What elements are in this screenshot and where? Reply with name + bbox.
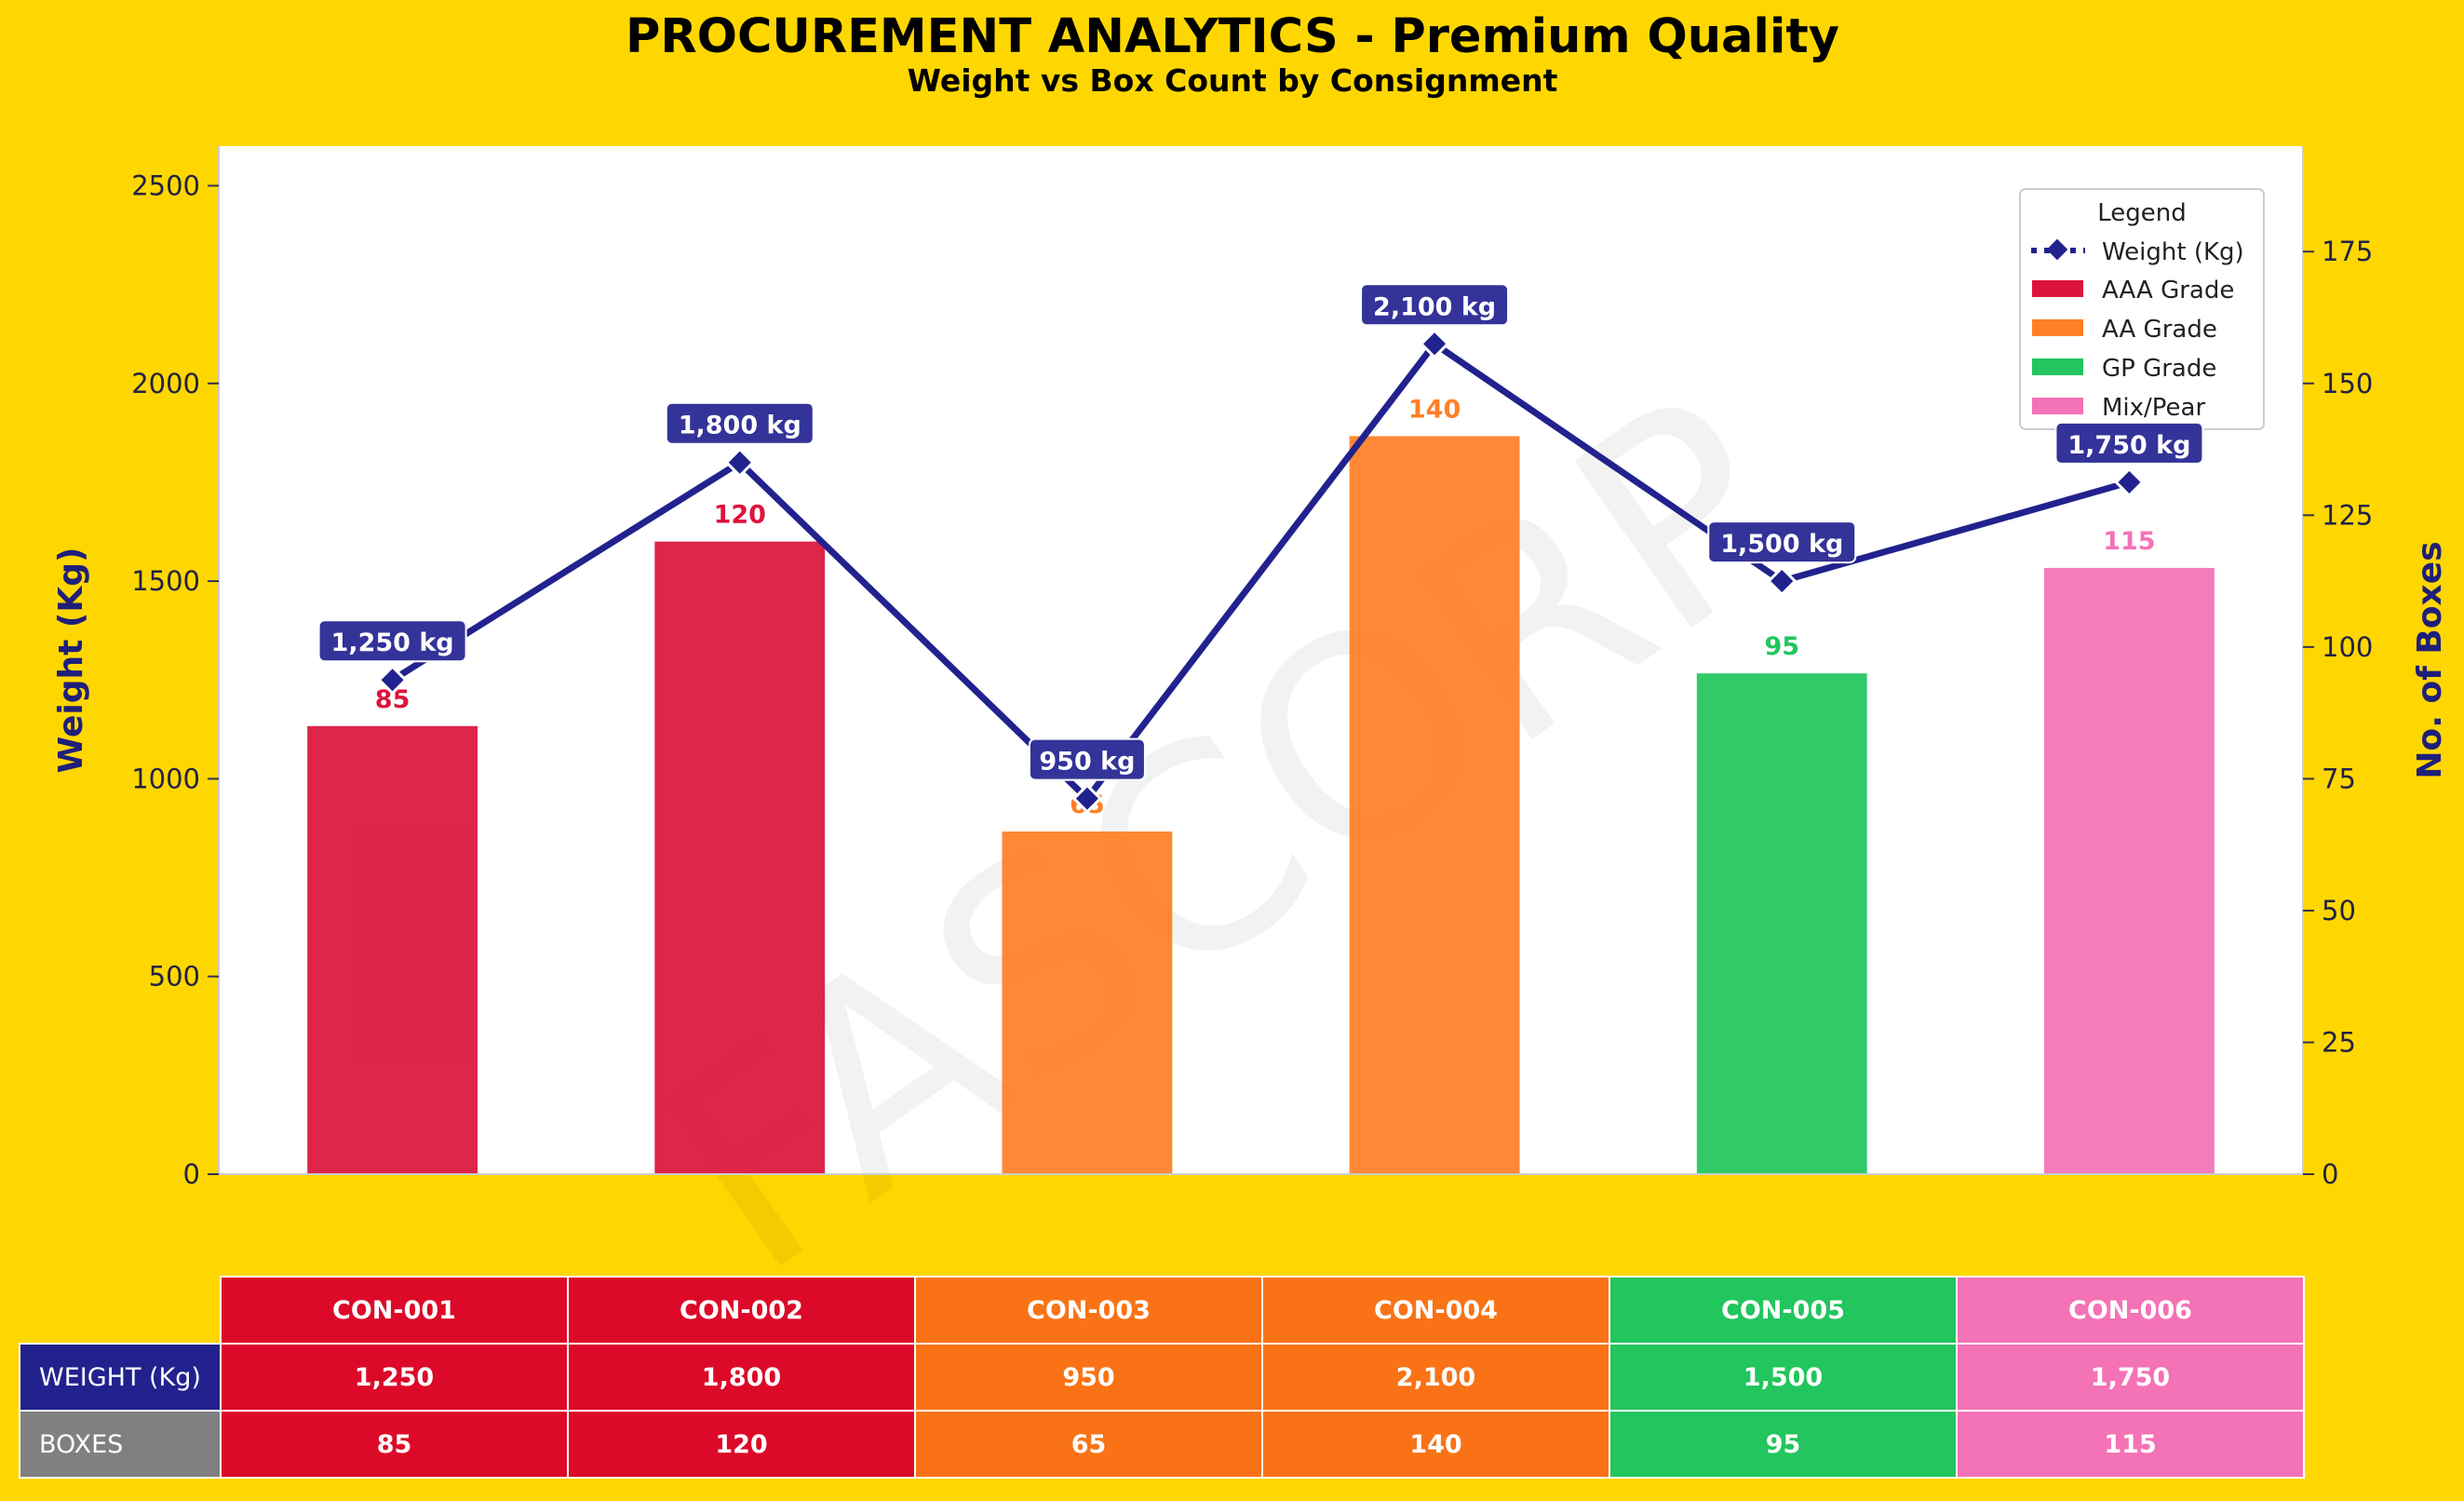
y-tick-label-right: 75 xyxy=(2322,763,2356,794)
bar xyxy=(307,725,478,1174)
legend-diamond-marker xyxy=(2046,238,2068,261)
table-cell: 2,100 xyxy=(1261,1343,1610,1412)
legend-swatch-mix xyxy=(2032,398,2083,414)
weight-point-diamond xyxy=(2114,467,2145,498)
weight-label-text: 1,250 kg xyxy=(331,629,454,657)
table-cell: 115 xyxy=(1956,1410,2305,1479)
legend-label-gp: GP Grade xyxy=(2102,355,2216,383)
table-header-cell: CON-003 xyxy=(914,1276,1263,1345)
bars-group xyxy=(307,436,2215,1174)
weight-label-box xyxy=(1707,521,1857,564)
weight-label-box xyxy=(1028,737,1146,781)
y-tick-label-left: 0 xyxy=(183,1158,200,1190)
weight-label-box xyxy=(665,401,815,445)
chart-subtitle: Weight vs Box Count by Consignment xyxy=(908,62,1558,99)
legend-swatch-aaa xyxy=(2032,280,2083,297)
y-tick-label-right: 150 xyxy=(2322,368,2373,399)
table-corner-cell xyxy=(20,1277,221,1344)
data-table: CON-001 CON-002 CON-003 CON-004 CON-005 … xyxy=(19,1276,2305,1479)
weight-point-diamond xyxy=(1071,783,1103,814)
bar xyxy=(2043,567,2215,1174)
weight-point-diamond xyxy=(1766,565,1798,597)
y-tick-label-right: 100 xyxy=(2322,631,2373,663)
table-header-cell: CON-004 xyxy=(1261,1276,1610,1345)
plot-area xyxy=(219,146,2303,1174)
legend-label-aaa: AAA Grade xyxy=(2102,277,2234,304)
weight-label-text: 2,100 kg xyxy=(1373,292,1496,321)
bar-value-label: 115 xyxy=(2103,527,2155,556)
weight-label-text: 1,800 kg xyxy=(679,412,801,440)
weight-label-box xyxy=(1360,283,1510,327)
y-axis-right-label: No. of Boxes xyxy=(2411,541,2449,778)
table-cell: 85 xyxy=(220,1410,569,1479)
weight-point-diamond xyxy=(377,664,408,696)
table-cell: 1,250 xyxy=(220,1343,569,1412)
y-tick-label-left: 500 xyxy=(149,961,200,993)
weight-labels-group: 1,250 kg 1,800 kg 950 kg 2,100 kg 1,500 kg 1,… xyxy=(317,283,2204,781)
bar-value-label: 120 xyxy=(714,501,766,530)
y-tick-label-left: 2500 xyxy=(131,169,200,201)
y-tick-label-right: 0 xyxy=(2322,1158,2338,1190)
table-cell: 1,750 xyxy=(1956,1343,2305,1412)
legend-swatch-gp xyxy=(2032,358,2083,375)
legend-swatch-aa xyxy=(2032,319,2083,336)
table-header-cell: CON-005 xyxy=(1609,1276,1958,1345)
table-cell: 950 xyxy=(914,1343,1263,1412)
legend-label-aa: AA Grade xyxy=(2102,316,2217,344)
y-axis-left-label: Weight (Kg) xyxy=(52,548,90,774)
y-tick-label-right: 25 xyxy=(2322,1026,2356,1058)
table-row-weight: WEIGHT (Kg) 1,250 1,800 950 2,100 1,500 … xyxy=(19,1343,2305,1412)
bar xyxy=(1002,832,1173,1174)
y-tick-label-left: 1000 xyxy=(131,763,200,794)
legend: Legend Weight (Kg) AAA Grade AA Grade GP… xyxy=(2019,188,2265,430)
table-row-label: BOXES xyxy=(19,1410,222,1479)
bar-value-label: 140 xyxy=(1408,395,1461,424)
table-cell: 1,500 xyxy=(1609,1343,1958,1412)
weight-line-group xyxy=(377,329,2145,814)
table-cell: 120 xyxy=(567,1410,916,1479)
weight-label-text: 950 kg xyxy=(1039,748,1135,777)
table-header-cell: CON-002 xyxy=(567,1276,916,1345)
weight-label-text: 1,750 kg xyxy=(2067,431,2190,460)
weight-point-diamond xyxy=(1419,329,1450,359)
table-row-boxes: BOXES 85 120 65 140 95 115 xyxy=(19,1410,2305,1479)
table-cell: 140 xyxy=(1261,1410,1610,1479)
weight-point-diamond xyxy=(724,447,756,478)
y-tick-label-right: 125 xyxy=(2322,499,2373,531)
bar-value-label: 95 xyxy=(1764,632,1799,661)
axes-group: 0 500 1000 1500 2000 2500 0 25 50 75 100 125 150 175 xyxy=(131,146,2373,1190)
legend-label-weight: Weight (Kg) xyxy=(2102,238,2244,266)
y-tick-label-left: 1500 xyxy=(131,565,200,597)
table-cell: 1,800 xyxy=(567,1343,916,1412)
y-tick-label-right: 175 xyxy=(2322,236,2373,267)
legend-title: Legend xyxy=(2097,199,2187,227)
weight-label-box xyxy=(317,619,467,663)
table-header-cell: CON-006 xyxy=(1956,1276,2305,1345)
bar xyxy=(654,541,826,1174)
weight-label-text: 1,500 kg xyxy=(1720,530,1843,559)
chart-title: PROCUREMENT ANALYTICS - Premium Quality xyxy=(626,9,1839,64)
table-row-label: WEIGHT (Kg) xyxy=(19,1343,222,1412)
table-cell: 95 xyxy=(1609,1410,1958,1479)
weight-line xyxy=(390,339,2131,804)
legend-label-mix: Mix/Pear xyxy=(2102,394,2205,422)
table-cell: 65 xyxy=(914,1410,1263,1479)
y-tick-label-left: 2000 xyxy=(131,368,200,399)
bar xyxy=(1696,673,1867,1174)
weight-label-box xyxy=(2054,421,2204,465)
table-header-row: CON-001 CON-002 CON-003 CON-004 CON-005 … xyxy=(20,1276,2305,1345)
y-tick-label-right: 50 xyxy=(2322,895,2356,926)
table-header-cell: CON-001 xyxy=(220,1276,569,1345)
bar xyxy=(1349,436,1520,1174)
